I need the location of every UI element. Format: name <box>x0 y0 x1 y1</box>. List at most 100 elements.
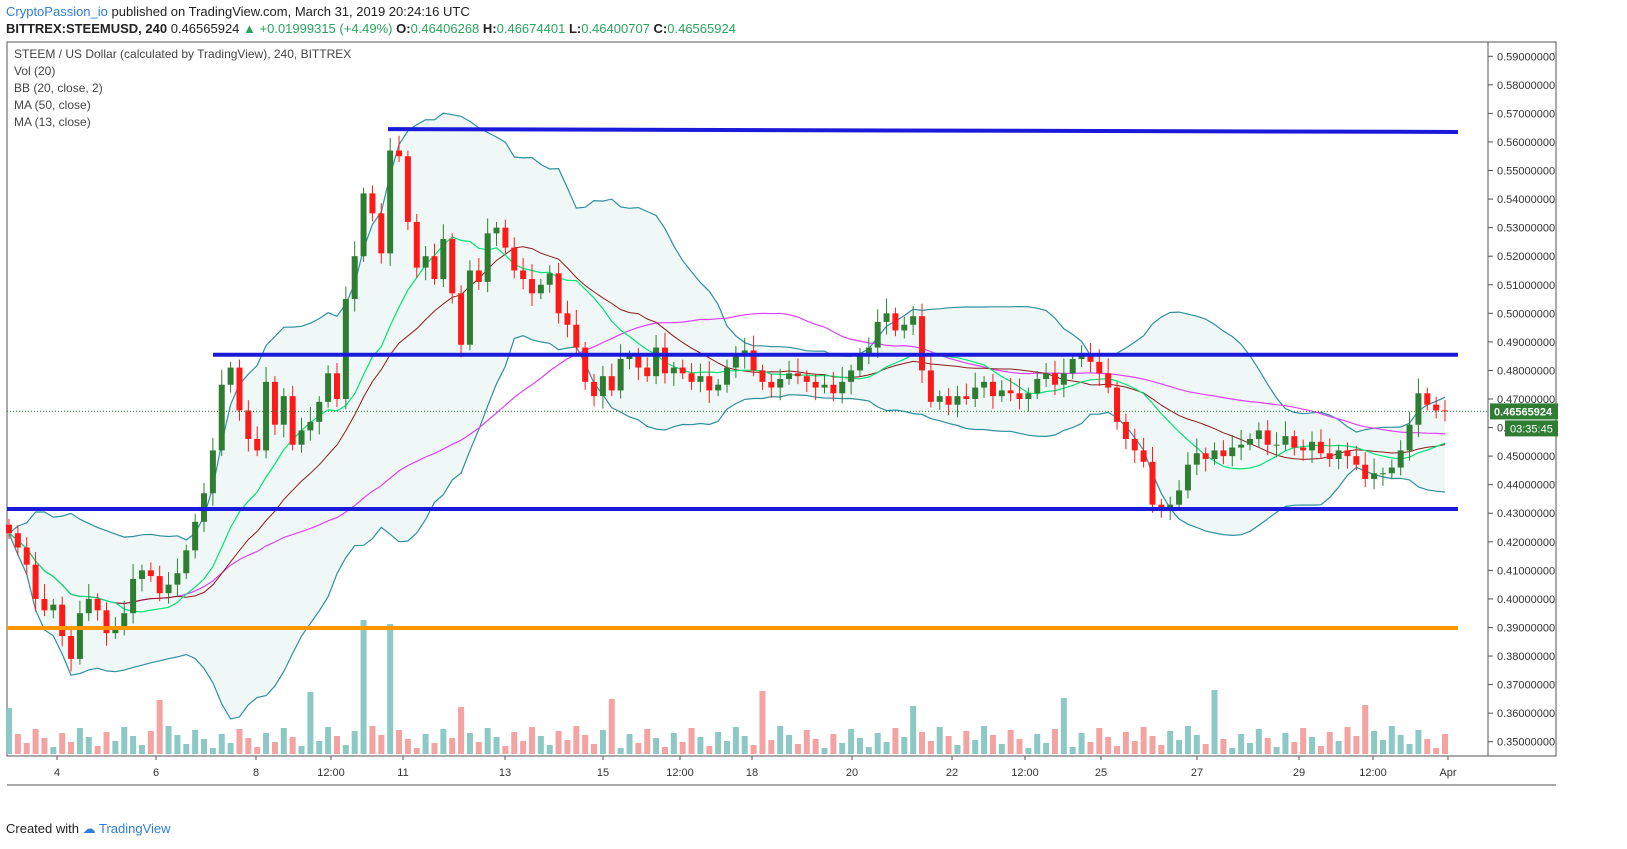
y-tick-label: 0.49000000 <box>1497 337 1555 349</box>
tradingview-link[interactable]: TradingView <box>99 821 171 836</box>
candle-body <box>555 273 562 314</box>
y-tick-label: 0.53000000 <box>1497 223 1555 235</box>
candle-body <box>23 547 30 565</box>
y-tick-label: 0.47000000 <box>1497 394 1555 406</box>
author-link[interactable]: CryptoPassion_io <box>6 4 108 19</box>
candle-body <box>919 316 926 371</box>
volume-bar <box>41 738 48 754</box>
volume-bar <box>50 747 57 754</box>
candle-body <box>298 430 305 445</box>
volume-bar <box>1069 747 1076 754</box>
volume-bar <box>1335 741 1342 754</box>
volume-bar <box>422 734 429 754</box>
candle-body <box>1140 450 1147 462</box>
candle-body <box>998 390 1005 397</box>
volume-bar <box>431 743 438 754</box>
volume-bar <box>688 728 695 754</box>
volume-bar <box>76 728 83 754</box>
candle-body <box>360 193 367 257</box>
volume-bar <box>1433 748 1440 754</box>
volume-bar <box>458 707 465 754</box>
volume-bar <box>803 730 810 754</box>
candle-body <box>280 396 287 425</box>
candle-body <box>1211 450 1218 459</box>
candle-body <box>1069 359 1076 374</box>
candle-body <box>103 610 110 634</box>
volume-bar <box>768 740 775 754</box>
volume-bar <box>68 742 75 754</box>
candle-body <box>582 347 589 382</box>
candle-body <box>1114 387 1121 422</box>
candle-body <box>351 256 358 300</box>
volume-bar <box>280 728 287 754</box>
volume-bar <box>1034 734 1041 754</box>
volume-bar <box>644 729 651 754</box>
candle-body <box>1397 450 1404 468</box>
volume-bar <box>1362 705 1369 754</box>
candle-body <box>706 376 713 391</box>
volume-bar <box>653 738 660 754</box>
volume-bar <box>209 748 216 754</box>
candle-body <box>989 381 996 397</box>
volume-bar <box>325 727 332 754</box>
candle-body <box>528 279 535 294</box>
volume-bar <box>1424 739 1431 754</box>
candle-body <box>85 598 92 614</box>
y-tick-label: 0.38000000 <box>1497 651 1555 663</box>
volume-bar <box>413 748 420 754</box>
candle-body <box>1034 379 1041 394</box>
x-tick-label: 20 <box>846 767 858 779</box>
volume-bar <box>661 747 668 754</box>
x-tick-label: 11 <box>397 767 408 779</box>
candle-body <box>812 381 819 388</box>
candle-body <box>68 636 75 659</box>
y-tick-label: 0.54000000 <box>1497 194 1555 206</box>
candle-body <box>431 256 438 280</box>
last-price-text: 0.46565924 <box>1494 406 1553 418</box>
candle-body <box>936 396 943 402</box>
volume-bar <box>121 727 128 754</box>
created-with-text: Created with <box>6 821 79 836</box>
candle-body <box>289 396 296 445</box>
candle-body <box>422 256 429 268</box>
volume-bar <box>1344 727 1351 754</box>
volume-bar <box>147 731 154 754</box>
volume-bar <box>1158 745 1165 754</box>
candle-body <box>1406 424 1413 451</box>
volume-bar <box>1238 734 1245 754</box>
candle-body <box>307 421 314 431</box>
volume-bar <box>564 740 571 754</box>
candle-body <box>333 373 340 399</box>
volume-bar <box>156 700 163 754</box>
volume-bar <box>821 748 828 754</box>
volume-bar <box>342 745 349 754</box>
candle-body <box>945 396 952 405</box>
volume-bar <box>404 739 411 754</box>
candle-body <box>981 381 988 388</box>
candle-body <box>458 293 465 345</box>
volume-bar <box>245 738 252 754</box>
volume-bar <box>945 736 952 754</box>
volume-bar <box>1060 698 1067 754</box>
candle-body <box>325 373 332 402</box>
candle-body <box>1291 436 1298 448</box>
candle-body <box>874 321 881 348</box>
volume-bar <box>1291 742 1298 754</box>
volume-bar <box>670 733 677 754</box>
candle-body <box>1388 467 1395 474</box>
volume-bar <box>396 730 403 754</box>
candle-body <box>1238 444 1245 448</box>
volume-bar <box>537 736 544 754</box>
candle-body <box>449 239 456 294</box>
volume-bar <box>174 735 181 754</box>
candle-body <box>1184 464 1191 491</box>
volume-bar <box>1415 730 1422 754</box>
candle-body <box>387 150 394 254</box>
volume-bar <box>112 741 119 754</box>
volume-bar <box>972 740 979 754</box>
candle-body <box>1220 450 1227 457</box>
volume-bar <box>963 731 970 754</box>
candle-body <box>271 381 278 425</box>
candle-body <box>484 233 491 282</box>
